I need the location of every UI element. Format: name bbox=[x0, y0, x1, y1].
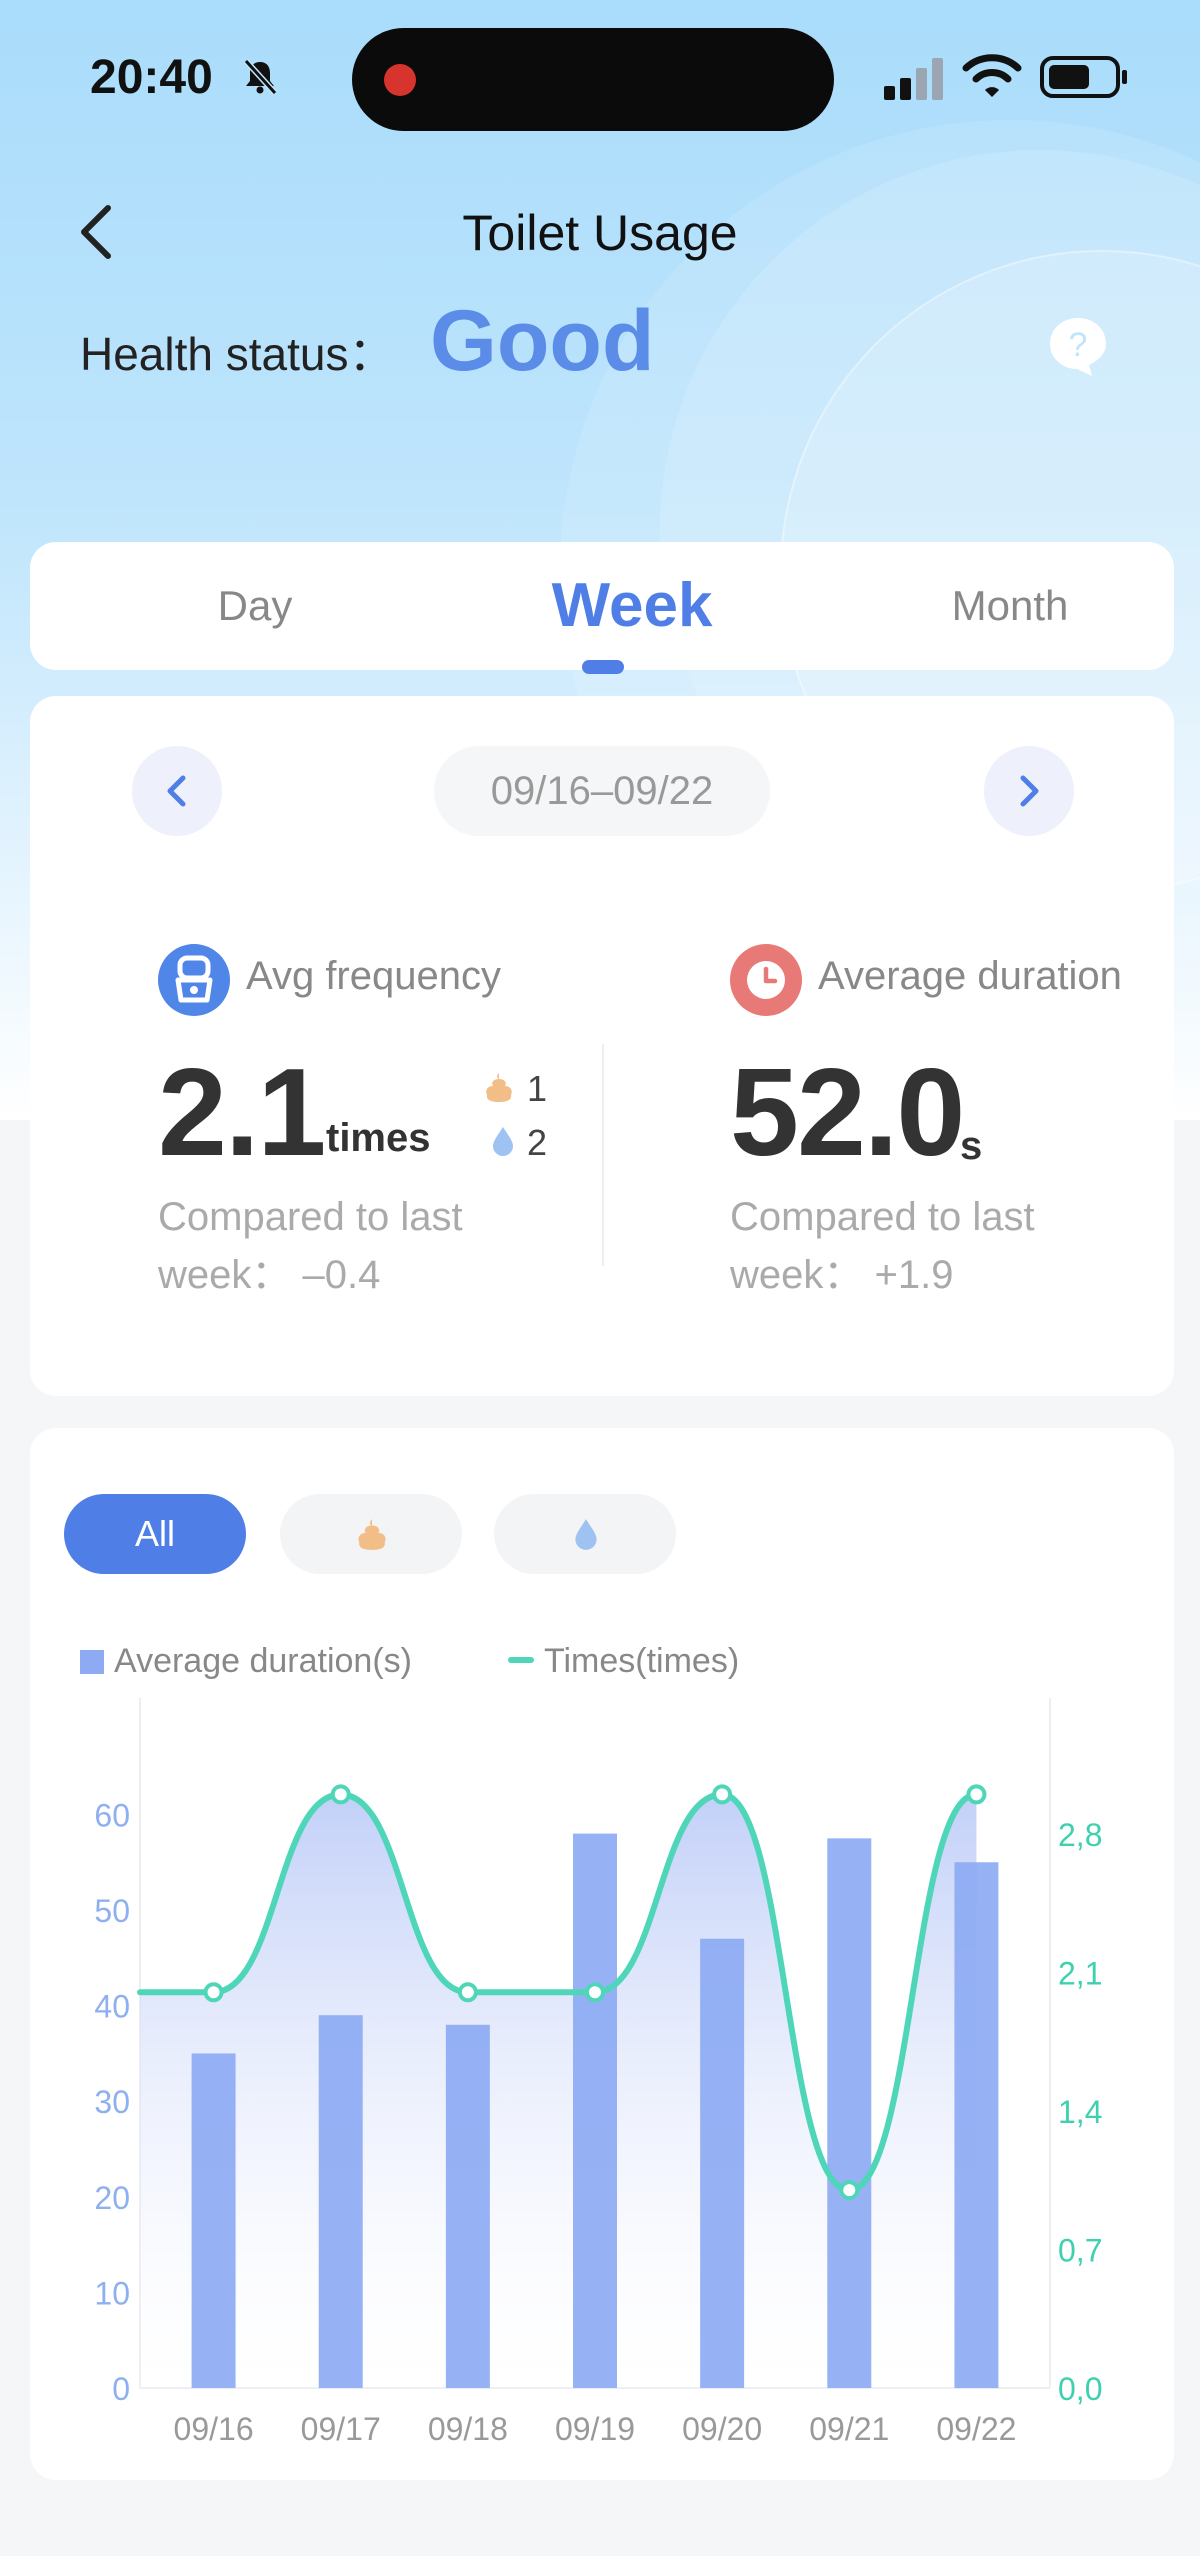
dynamic-island bbox=[352, 28, 834, 131]
water-drop-icon bbox=[575, 1519, 597, 1550]
status-time: 20:40 bbox=[90, 51, 213, 104]
chart-card: All Average duration(s) Times(times) 0 10… bbox=[30, 1428, 1174, 2480]
stats-divider bbox=[602, 1044, 604, 1266]
legend-duration-label: Average duration(s) bbox=[114, 1642, 412, 1680]
cellular-signal-icon bbox=[884, 58, 943, 100]
duration-bar bbox=[445, 2024, 490, 2388]
x-axis-tick: 09/17 bbox=[301, 2411, 381, 2447]
toilet-icon bbox=[158, 944, 230, 1016]
left-axis-tick: 30 bbox=[94, 2084, 130, 2120]
pee-count: 2 bbox=[527, 1122, 548, 1163]
battery-icon bbox=[1040, 56, 1127, 98]
avg-duration-value: 52.0 bbox=[730, 1044, 965, 1182]
recording-dot-icon bbox=[384, 64, 416, 96]
x-axis-tick: 09/21 bbox=[809, 2411, 889, 2447]
chevron-left-icon bbox=[167, 775, 186, 807]
times-point bbox=[966, 1784, 987, 1805]
duration-bar bbox=[700, 1938, 745, 2388]
chevron-right-icon bbox=[1020, 775, 1039, 807]
previous-week-button[interactable] bbox=[132, 746, 222, 836]
left-axis-tick: 60 bbox=[94, 1797, 130, 1833]
legend-line-swatch bbox=[508, 1657, 534, 1663]
right-axis-tick: 2,1 bbox=[1058, 1955, 1102, 1991]
usage-chart: 0 10 20 30 40 50 60 0,0 0,7 1,4 2,1 2,8 09/16 09/17 09… bbox=[94, 1698, 1102, 2447]
active-tab-indicator bbox=[582, 660, 624, 674]
health-status-label: Health status： bbox=[80, 328, 395, 380]
right-axis-tick: 0,7 bbox=[1058, 2232, 1102, 2268]
tab-day[interactable]: Day bbox=[217, 582, 293, 629]
duration-comparison: Compared to last week： +1.9 bbox=[730, 1195, 1035, 1297]
left-axis-tick: 0 bbox=[112, 2371, 130, 2407]
avg-frequency-label: Avg frequency bbox=[246, 954, 501, 998]
times-point bbox=[712, 1784, 733, 1805]
x-axis-tick: 09/19 bbox=[555, 2411, 635, 2447]
duration-bar bbox=[318, 2015, 363, 2388]
next-week-button[interactable] bbox=[984, 746, 1074, 836]
duration-bar bbox=[827, 1838, 872, 2388]
left-axis-tick: 50 bbox=[94, 1893, 130, 1929]
duration-bar bbox=[954, 1862, 999, 2388]
help-question-icon[interactable]: ? bbox=[1046, 314, 1110, 378]
right-axis-tick: 2,8 bbox=[1058, 1817, 1102, 1853]
filter-all-button[interactable]: All bbox=[64, 1494, 246, 1574]
frequency-comparison: Compared to last week： –0.4 bbox=[158, 1195, 463, 1297]
legend-bar-swatch bbox=[80, 1650, 104, 1674]
avg-duration-unit: s bbox=[960, 1124, 983, 1168]
water-drop-icon bbox=[493, 1127, 513, 1156]
left-axis-tick: 10 bbox=[94, 2275, 130, 2311]
poop-count: 1 bbox=[527, 1068, 548, 1109]
avg-duration-label: Average duration bbox=[818, 954, 1122, 998]
times-point bbox=[330, 1784, 351, 1805]
left-axis-tick: 40 bbox=[94, 1989, 130, 2025]
date-range[interactable]: 09/16–09/22 bbox=[434, 746, 770, 836]
wifi-icon bbox=[962, 54, 1022, 97]
right-axis-tick: 0,0 bbox=[1058, 2371, 1102, 2407]
duration-bar bbox=[573, 1833, 617, 2388]
avg-frequency-unit: times bbox=[326, 1116, 431, 1160]
clock-icon bbox=[730, 944, 802, 1016]
filter-poop-button[interactable] bbox=[280, 1494, 462, 1574]
avg-frequency-value: 2.1 bbox=[158, 1044, 326, 1182]
legend-duration[interactable]: Average duration(s) bbox=[80, 1642, 412, 1681]
poop-icon bbox=[358, 1519, 386, 1550]
poop-icon bbox=[486, 1073, 512, 1102]
filter-pee-button[interactable] bbox=[494, 1494, 676, 1574]
back-arrow-icon[interactable] bbox=[74, 200, 124, 264]
tab-month[interactable]: Month bbox=[951, 582, 1069, 629]
x-axis-tick: 09/18 bbox=[428, 2411, 508, 2447]
times-point bbox=[457, 1982, 478, 2003]
legend-times[interactable]: Times(times) bbox=[508, 1642, 739, 1681]
legend-times-label: Times(times) bbox=[544, 1642, 740, 1680]
x-axis-tick: 09/16 bbox=[174, 2411, 254, 2447]
health-status-value: Good bbox=[430, 293, 655, 389]
x-axis-tick: 09/20 bbox=[682, 2411, 762, 2447]
page-title: Toilet Usage bbox=[462, 205, 738, 261]
bell-muted-icon bbox=[243, 58, 278, 96]
times-point bbox=[203, 1982, 224, 2003]
right-axis-tick: 1,4 bbox=[1058, 2094, 1102, 2130]
x-axis-tick: 09/22 bbox=[936, 2411, 1016, 2447]
duration-bar bbox=[191, 2053, 236, 2388]
period-tabs: Day Week Month bbox=[30, 542, 1174, 674]
svg-text:?: ? bbox=[1069, 326, 1088, 364]
tab-week[interactable]: Week bbox=[551, 571, 713, 640]
summary-card: 09/16–09/22 Avg frequency 2.1 times 1 2 … bbox=[30, 696, 1174, 1396]
times-point bbox=[585, 1982, 605, 2003]
left-axis-tick: 20 bbox=[94, 2180, 130, 2216]
times-point bbox=[839, 2180, 860, 2201]
